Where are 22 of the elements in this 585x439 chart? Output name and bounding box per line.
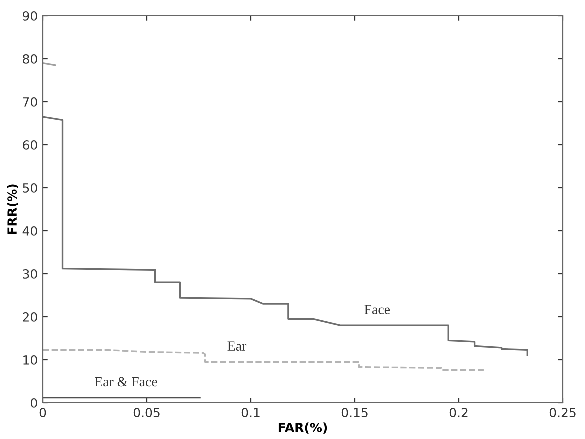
y-tick-label: 90 [23,11,38,21]
x-tick-label: 0.25 [550,408,576,418]
y-tick-label: 20 [23,312,38,322]
y-tick-label: 40 [22,226,38,236]
x-tick-label: 0.05 [134,408,160,418]
y-tick-label: 80 [23,54,38,64]
y-tick-label: 50 [23,183,38,193]
y-tick-label: 60 [23,140,38,150]
series-label: Ear & Face [95,377,158,387]
y-axis-title: FRR(%) [7,184,19,234]
x-tick-label: 0.15 [342,408,368,418]
x-tick-label: 0.1 [242,408,260,418]
line-series [43,349,485,372]
x-axis-title: FAR(%) [278,422,328,434]
x-tick-label: 0.2 [450,408,468,418]
y-tick-label: 10 [24,355,38,365]
x-tick-label: 0 [40,408,46,418]
y-tick-label: 0 [31,398,38,408]
series-label: Ear [228,342,247,351]
y-tick-label: 70 [23,97,38,107]
y-tick-label: 30 [23,269,38,279]
series-label: Face [364,305,390,314]
